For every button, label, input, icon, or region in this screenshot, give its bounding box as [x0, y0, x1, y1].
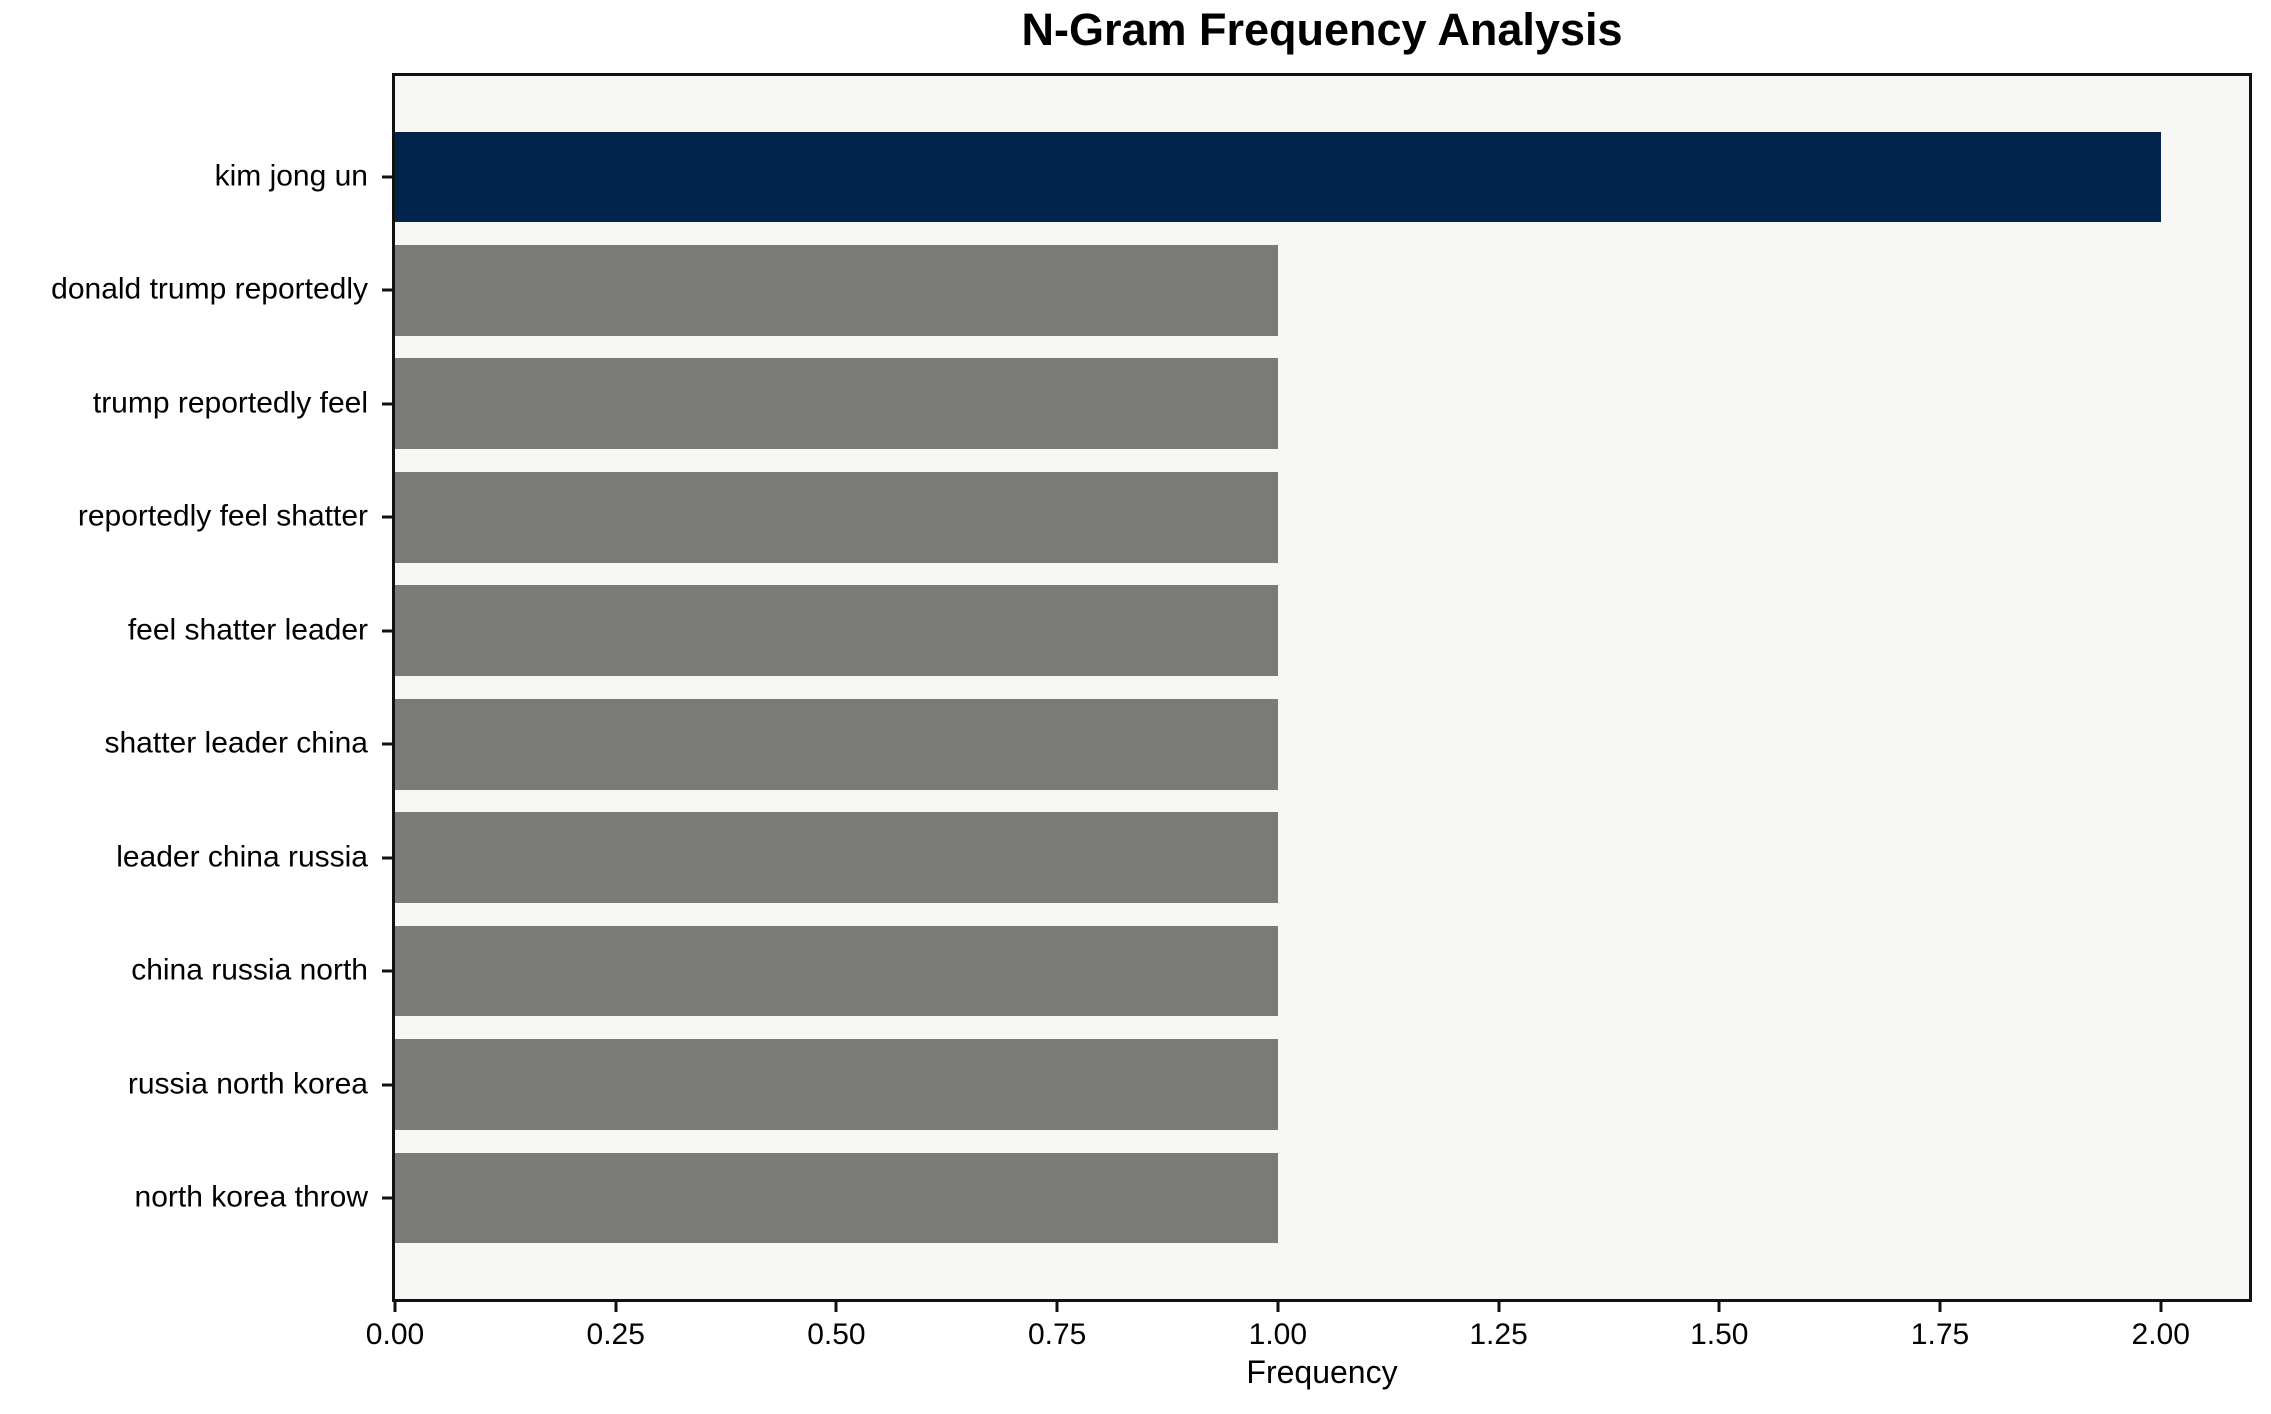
- x-tick-label: 0.25: [586, 1318, 645, 1351]
- x-tick-mark: [1055, 1302, 1059, 1312]
- bar-donald-trump-reportedly: [395, 245, 1278, 336]
- bar-feel-shatter-leader: [395, 585, 1278, 677]
- x-tick-label: 0.75: [1027, 1318, 1087, 1351]
- bar-china-russia-north: [395, 925, 1278, 1017]
- y-tick-mark: [382, 629, 392, 633]
- x-tick-mark: [2159, 1302, 2163, 1312]
- x-tick-mark: [1497, 1302, 1501, 1312]
- y-tick-mark: [382, 969, 392, 973]
- plot-area: [392, 73, 2252, 1302]
- x-tick-label: 1.75: [1910, 1318, 1970, 1351]
- y-tick-label: shatter leader china: [104, 726, 369, 760]
- y-tick-label: feel shatter leader: [127, 613, 368, 647]
- y-tick-mark: [382, 1083, 392, 1087]
- x-tick-label: 2.00: [2131, 1318, 2190, 1351]
- bar-shatter-leader-china: [395, 698, 1278, 790]
- bar-reportedly-feel-shatter: [395, 471, 1278, 563]
- y-tick-mark: [382, 402, 392, 406]
- y-tick-label: north korea throw: [134, 1180, 368, 1214]
- x-tick-mark: [393, 1302, 397, 1312]
- x-tick-label: 1.25: [1469, 1318, 1528, 1351]
- x-tick-label: 0.50: [807, 1318, 866, 1351]
- x-tick-label: 1.50: [1690, 1318, 1749, 1351]
- y-tick-label: donald trump reportedly: [51, 272, 368, 306]
- x-tick-mark: [1276, 1302, 1280, 1312]
- y-tick-label: china russia north: [131, 953, 368, 987]
- y-tick-mark: [382, 515, 392, 519]
- x-tick-mark: [834, 1302, 838, 1312]
- x-tick-mark: [614, 1302, 618, 1312]
- bar-leader-china-russia: [395, 812, 1278, 904]
- bar-russia-north-korea: [395, 1039, 1278, 1130]
- y-tick-label: russia north korea: [127, 1066, 368, 1100]
- y-tick-label: reportedly feel shatter: [77, 499, 368, 533]
- y-tick-mark: [382, 1196, 392, 1200]
- y-tick-label: trump reportedly feel: [92, 386, 368, 420]
- x-tick-mark: [1938, 1302, 1942, 1312]
- x-tick-mark: [1717, 1302, 1721, 1312]
- y-tick-mark: [382, 856, 392, 860]
- y-tick-label: leader china russia: [116, 839, 368, 873]
- y-tick-mark: [382, 288, 392, 292]
- x-tick-label: 1.00: [1248, 1318, 1308, 1351]
- chart-title: N-Gram Frequency Analysis: [1021, 4, 1623, 55]
- bar-trump-reportedly-feel: [395, 358, 1278, 450]
- bar-north-korea-throw: [395, 1152, 1278, 1244]
- bars-layer: [395, 76, 2249, 1299]
- x-tick-label: 0.00: [365, 1318, 425, 1351]
- y-tick-mark: [382, 742, 392, 746]
- bar-kim-jong-un: [395, 131, 2161, 223]
- y-tick-label: kim jong un: [214, 159, 368, 193]
- x-axis-label: Frequency: [1246, 1354, 1398, 1390]
- y-tick-mark: [382, 175, 392, 179]
